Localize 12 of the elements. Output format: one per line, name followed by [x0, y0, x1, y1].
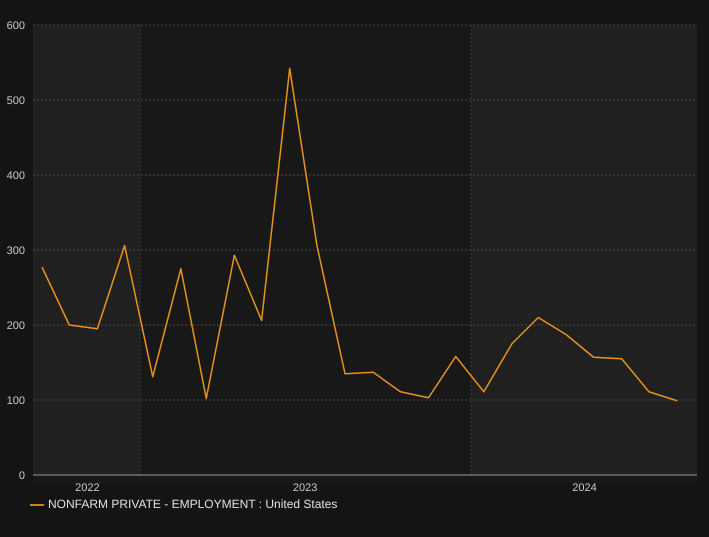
y-tick-label: 0	[18, 470, 25, 482]
line-series	[41, 68, 678, 402]
y-tick-label: 600	[6, 20, 25, 32]
y-tick-label: 500	[6, 94, 25, 107]
x-tick-label: 2023	[292, 482, 318, 494]
legend-label: NONFARM PRIVATE - EMPLOYMENT : United States	[48, 497, 338, 511]
y-tick-label: 100	[6, 394, 25, 407]
y-tick-label: 400	[6, 170, 25, 182]
x-tick-label: 2022	[75, 482, 100, 494]
y-tick-label: 200	[6, 320, 25, 332]
x-tick-label: 2024	[572, 482, 597, 494]
y-tick-label: 300	[6, 244, 25, 257]
